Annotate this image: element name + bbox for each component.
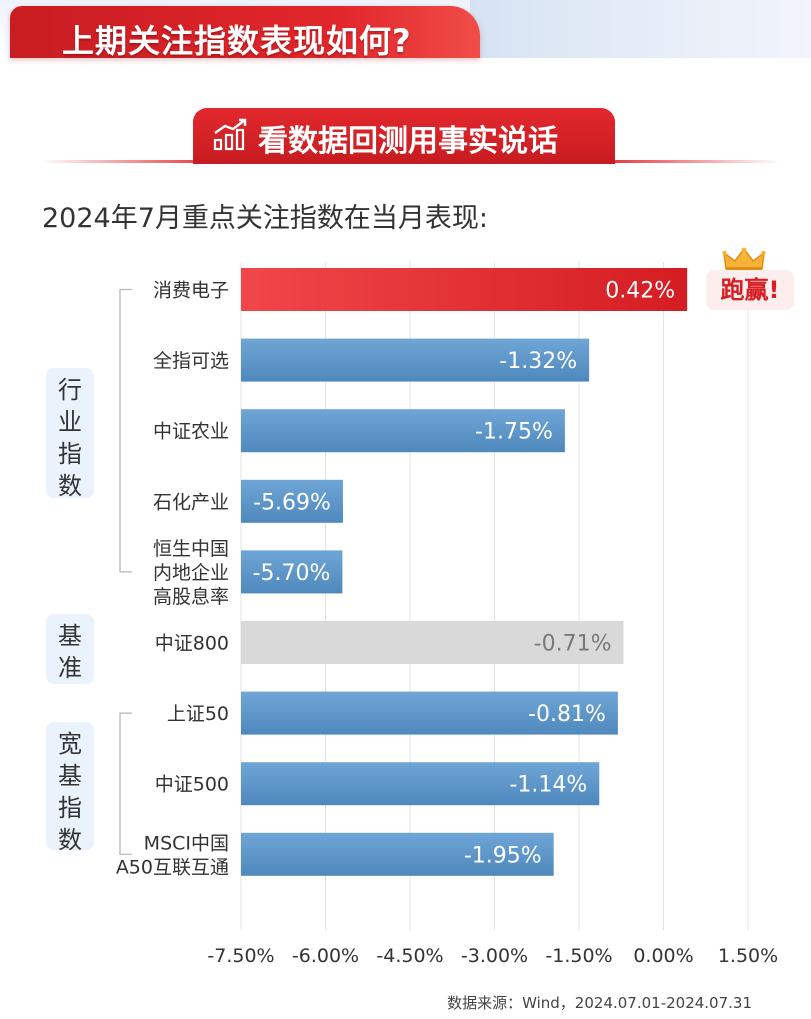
bar-value-label: -5.69% — [253, 490, 331, 515]
category-label: 恒生中国 — [153, 538, 229, 560]
category-label: 消费电子 — [153, 280, 229, 302]
sub-banner — [193, 108, 615, 164]
bar-value-label: -1.75% — [475, 420, 553, 445]
category-label: 内地企业 — [153, 562, 229, 584]
bar — [241, 621, 624, 664]
x-tick-label: -6.00% — [292, 945, 359, 967]
group-label-char: 宽 — [58, 730, 82, 758]
bar — [241, 762, 600, 806]
category-label: MSCI中国 — [144, 832, 229, 854]
x-tick-label: -1.50% — [545, 945, 612, 967]
bar-chart-rising-icon — [213, 118, 247, 151]
group-label-char: 指 — [58, 440, 82, 468]
group-label-char: 业 — [58, 408, 82, 436]
bar-value-label: 0.42% — [605, 279, 675, 304]
group-label-char: 指 — [58, 794, 82, 822]
header-banner: 上期关注指数表现如何? — [10, 6, 480, 60]
bar-value-label: -1.95% — [464, 843, 542, 868]
bar — [241, 268, 688, 311]
outperform-badge: 跑赢! — [706, 270, 794, 310]
header-right-band — [470, 0, 811, 58]
bar — [241, 691, 618, 735]
group-bracket — [119, 288, 132, 573]
x-tick-label: 0.00% — [633, 945, 693, 967]
crown-icon — [722, 247, 766, 271]
category-label: 中证500 — [155, 774, 229, 796]
bar-value-label: -1.32% — [499, 349, 577, 374]
category-label: 全指可选 — [153, 350, 229, 372]
group-label-char: 准 — [58, 654, 82, 682]
group-bracket — [119, 712, 132, 855]
group-label-char: 基 — [58, 762, 82, 790]
group-label-char: 行 — [58, 376, 82, 404]
category-label: 高股息率 — [153, 586, 229, 608]
bar — [241, 479, 343, 523]
category-label: A50互联互通 — [116, 856, 229, 878]
sub-banner-title: 看数据回测用事实说话 — [258, 124, 558, 159]
x-tick-label: -3.00% — [461, 945, 528, 967]
data-source-note: 数据来源：Wind，2024.07.01-2024.07.31 — [447, 994, 752, 1012]
bar-value-label: -0.81% — [528, 702, 606, 727]
group-label-industry: 行 业 指 数 — [46, 368, 94, 500]
bar — [241, 338, 590, 382]
chart-title: 2024年7月重点关注指数在当月表现: — [42, 203, 488, 234]
x-tick-label: -4.50% — [376, 945, 443, 967]
group-label-broad-base: 宽 基 指 数 — [46, 722, 94, 854]
bar-value-label: -0.71% — [534, 632, 612, 657]
group-label-char: 基 — [58, 622, 82, 650]
page-title: 上期关注指数表现如何? — [62, 22, 412, 60]
group-label-benchmark: 基 准 — [46, 614, 94, 684]
group-label-char: 数 — [58, 826, 82, 854]
x-tick-label: -7.50% — [207, 945, 274, 967]
category-label: 上证50 — [167, 703, 229, 725]
bar-value-label: -1.14% — [509, 773, 587, 798]
bar — [241, 409, 565, 453]
bar — [241, 832, 554, 876]
x-tick-label: 1.50% — [718, 945, 778, 967]
category-label: 中证800 — [155, 633, 229, 655]
group-label-char: 数 — [58, 472, 82, 500]
bar — [241, 550, 343, 594]
category-label: 中证农业 — [153, 421, 229, 443]
bar-value-label: -5.70% — [253, 561, 331, 586]
category-label: 石化产业 — [153, 491, 229, 513]
